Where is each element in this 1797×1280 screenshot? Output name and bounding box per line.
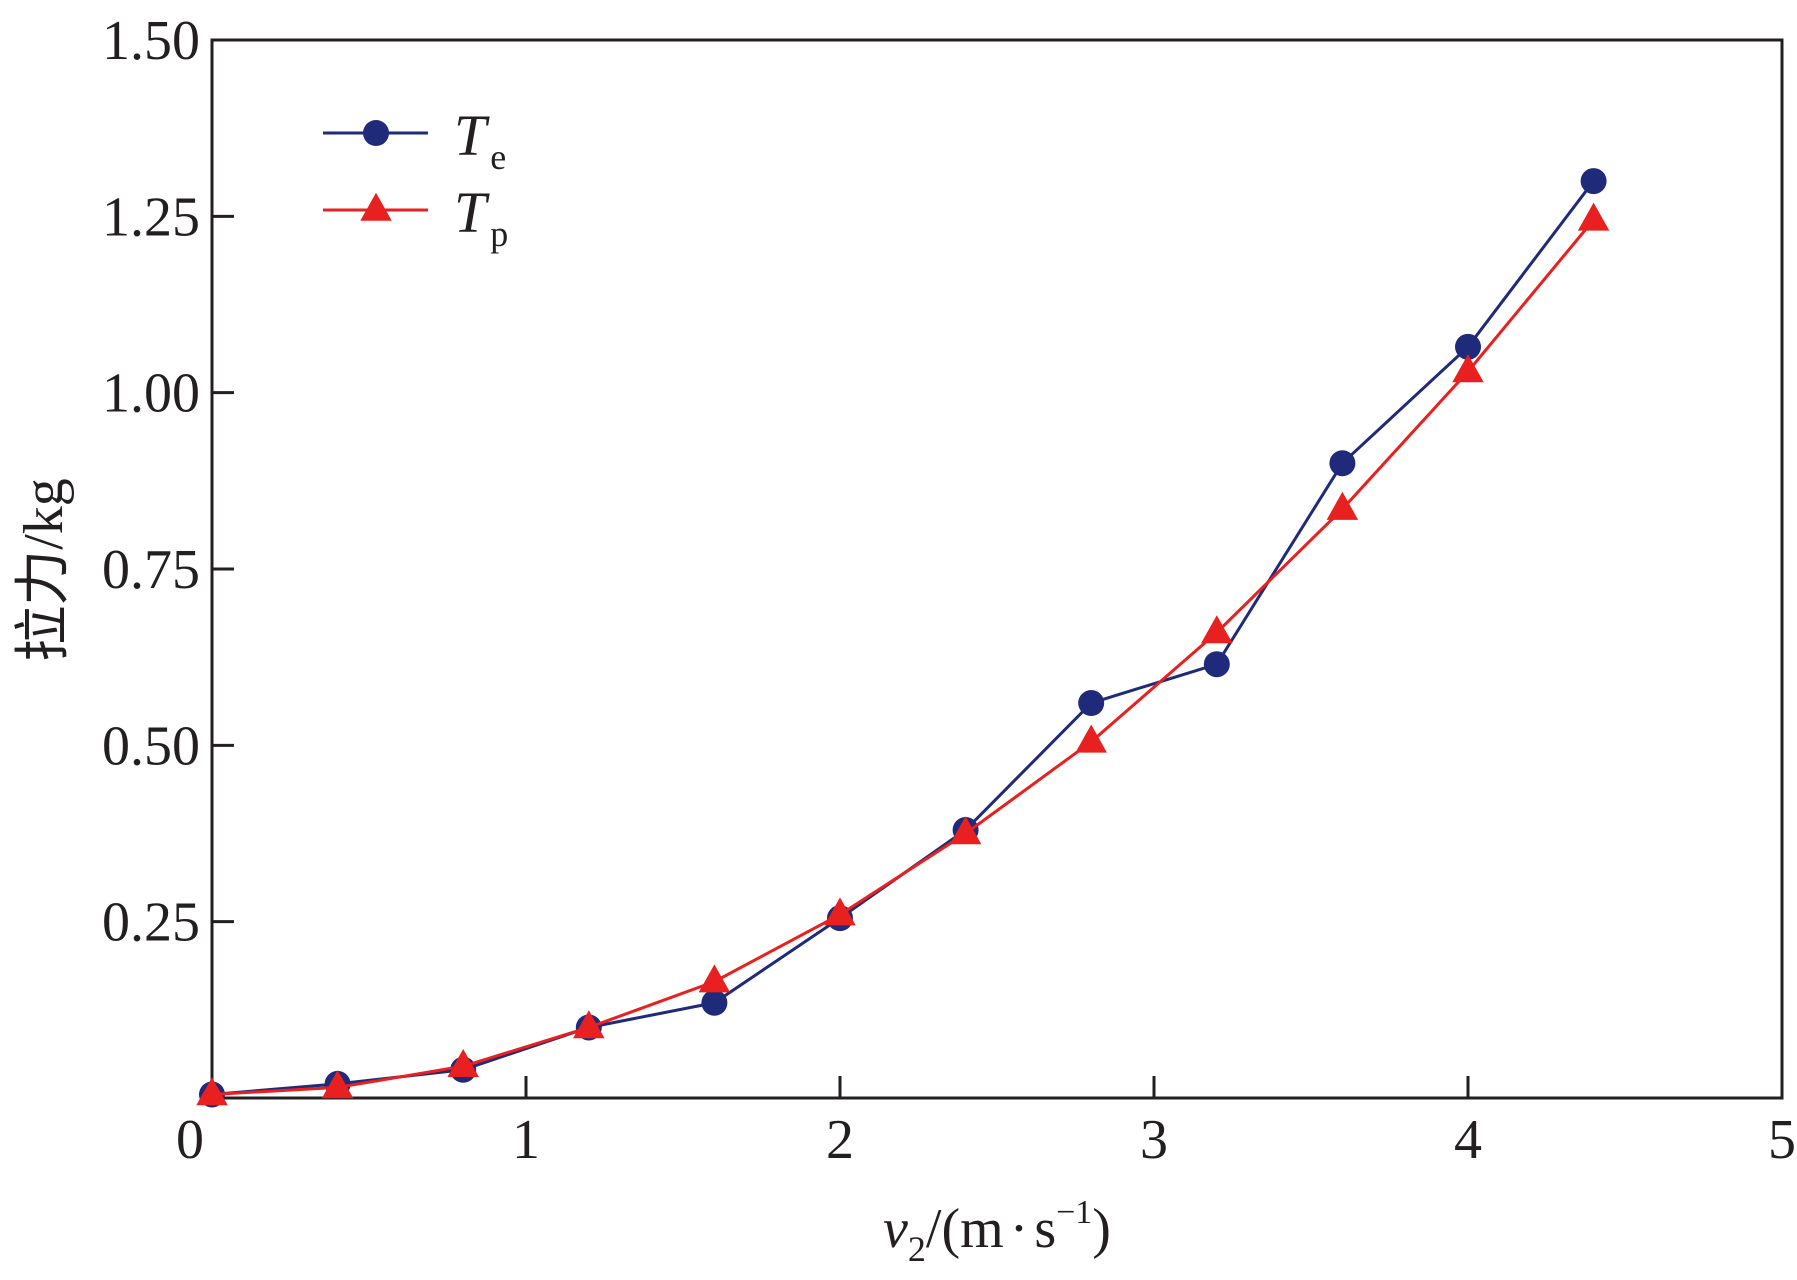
plot-area: 0 1 2 3 4 5 0.25 0.50 0.75 1.00 1.25 1.50 xyxy=(102,10,1796,1171)
y-axis-title: 拉力/kg xyxy=(13,478,75,662)
x-tick-label: 1 xyxy=(512,1109,540,1171)
series-T-p xyxy=(196,202,1610,1106)
data-point xyxy=(447,1049,479,1078)
x-axis-title: v2/(m · s−1) xyxy=(883,1194,1111,1269)
series-line xyxy=(211,180,1595,1096)
data-point xyxy=(1078,690,1105,717)
data-point xyxy=(701,989,728,1016)
svg-text:v2/(m·s−1): v2/(m · s−1) xyxy=(883,1194,1111,1269)
plot-frame xyxy=(210,38,1784,1100)
data-point xyxy=(321,1070,354,1099)
y-axis-ticks: 0.25 0.50 0.75 1.00 1.25 1.50 xyxy=(102,10,234,954)
data-point xyxy=(698,964,731,993)
data-point xyxy=(824,897,856,926)
y-tick-label: 1.00 xyxy=(102,363,200,425)
series-T-e xyxy=(199,168,1607,1108)
data-point xyxy=(1577,202,1610,231)
x-tick-label: 3 xyxy=(1140,1109,1168,1171)
x-tick-label: 4 xyxy=(1454,1109,1482,1171)
x-axis-ticks: 0 1 2 3 4 5 xyxy=(176,1076,1796,1171)
x-axis-unit-open: /(m xyxy=(926,1198,1004,1260)
series-layer xyxy=(196,168,1610,1108)
data-point xyxy=(1580,168,1607,195)
y-tick-label: 1.50 xyxy=(102,10,200,72)
legend-marker xyxy=(363,120,389,146)
legend-marker xyxy=(360,192,392,221)
x-axis-unit-dot: · xyxy=(1010,1198,1029,1260)
y-tick-label: 0.75 xyxy=(102,539,200,601)
data-point xyxy=(949,816,982,845)
data-point xyxy=(1326,491,1359,520)
data-point xyxy=(196,1077,228,1106)
data-point xyxy=(573,1010,605,1039)
y-tick-label: 1.25 xyxy=(102,186,200,248)
x-tick-label: 2 xyxy=(826,1109,854,1171)
x-tick-label: 5 xyxy=(1768,1109,1796,1171)
data-point xyxy=(1203,651,1230,678)
series-line xyxy=(211,218,1595,1096)
x-axis-var: v xyxy=(883,1198,908,1260)
data-point xyxy=(1455,333,1481,360)
x-axis-unit-s: s xyxy=(1034,1198,1056,1260)
data-point xyxy=(1201,615,1233,644)
x-axis-unit-exp: −1 xyxy=(1056,1194,1092,1231)
x-tick-label: 0 xyxy=(176,1109,204,1171)
y-tick-label: 0.25 xyxy=(102,892,200,954)
y-tick-label: 0.50 xyxy=(102,715,200,777)
data-point xyxy=(1452,354,1484,383)
data-point xyxy=(1329,450,1356,477)
x-axis-var-sub: 2 xyxy=(908,1229,926,1269)
x-axis-unit-close: ) xyxy=(1092,1198,1111,1260)
data-point xyxy=(1075,724,1107,753)
